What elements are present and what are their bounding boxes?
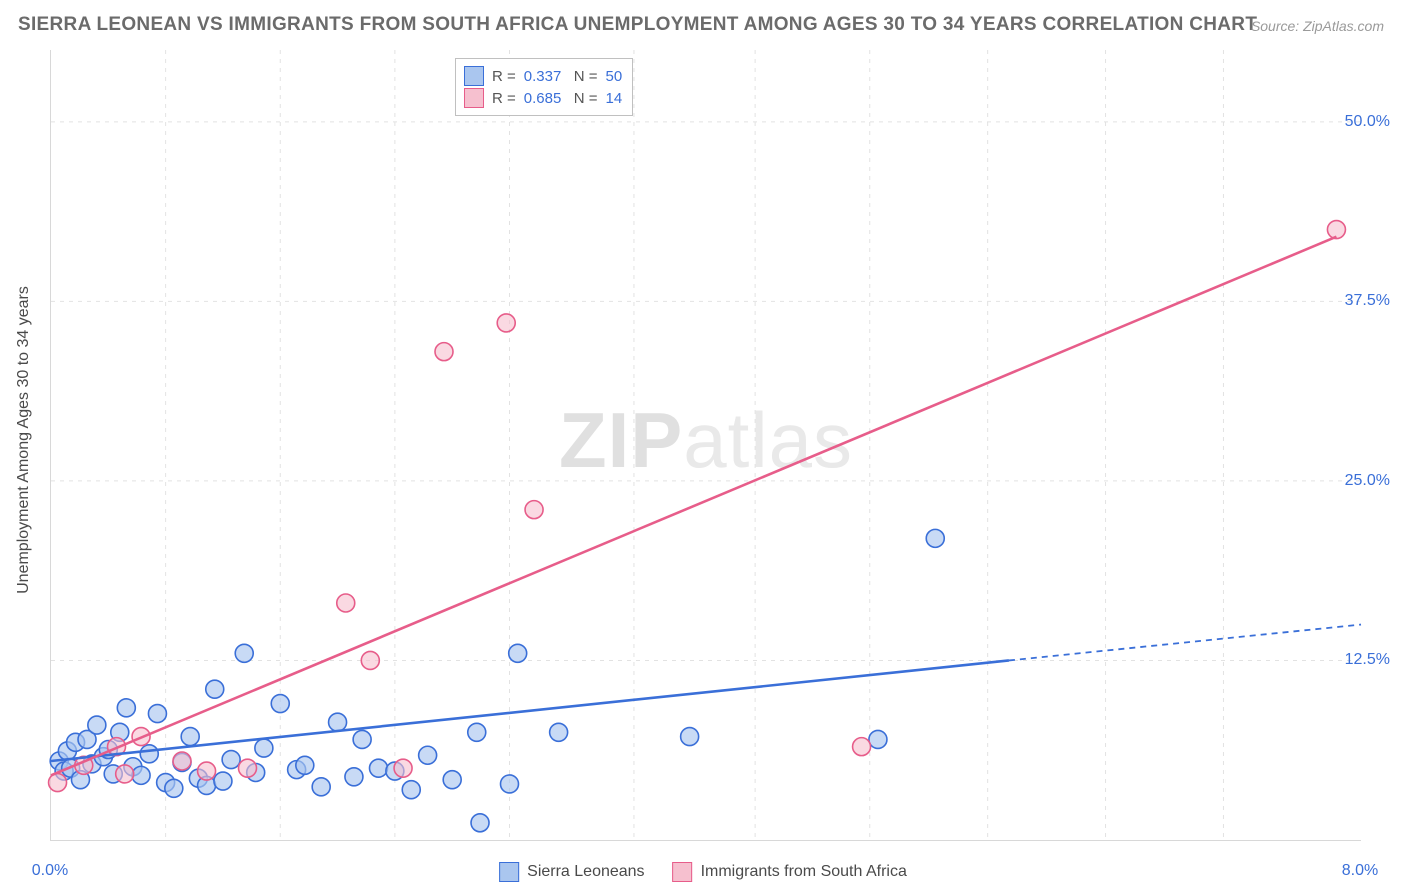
- stat-n-label: N =: [574, 68, 598, 85]
- legend-swatch-pink: [673, 862, 693, 882]
- source-attribution: Source: ZipAtlas.com: [1251, 18, 1384, 34]
- y-tick-label: 25.0%: [1345, 472, 1390, 490]
- plot-area: ZIPatlas: [50, 50, 1361, 841]
- legend-label-pink: Immigrants from South Africa: [701, 863, 907, 881]
- legend-item: Sierra Leoneans: [499, 862, 644, 882]
- x-tick-label: 8.0%: [1342, 862, 1378, 880]
- y-tick-label: 37.5%: [1345, 292, 1390, 310]
- stat-r-value-blue: 0.337: [524, 68, 566, 85]
- legend-swatch-blue: [499, 862, 519, 882]
- chart-title: SIERRA LEONEAN VS IMMIGRANTS FROM SOUTH …: [18, 14, 1257, 36]
- stat-n-label: N =: [574, 90, 598, 107]
- stat-n-value-blue: 50: [606, 68, 623, 85]
- legend-swatch-pink: [464, 88, 484, 108]
- stat-n-value-pink: 14: [606, 90, 623, 107]
- x-tick-label: 0.0%: [32, 862, 68, 880]
- legend-item: Immigrants from South Africa: [673, 862, 907, 882]
- y-tick-label: 12.5%: [1345, 651, 1390, 669]
- stat-r-label: R =: [492, 90, 516, 107]
- stat-r-value-pink: 0.685: [524, 90, 566, 107]
- stat-legend-box: R = 0.337 N = 50 R = 0.685 N = 14: [455, 58, 633, 116]
- chart-svg: [51, 50, 1361, 840]
- stat-legend-row: R = 0.337 N = 50: [464, 65, 622, 87]
- chart-container: SIERRA LEONEAN VS IMMIGRANTS FROM SOUTH …: [0, 0, 1406, 892]
- stat-r-label: R =: [492, 68, 516, 85]
- stat-legend-row: R = 0.685 N = 14: [464, 87, 622, 109]
- y-tick-label: 50.0%: [1345, 113, 1390, 131]
- bottom-legend: Sierra Leoneans Immigrants from South Af…: [499, 862, 907, 882]
- legend-label-blue: Sierra Leoneans: [527, 863, 644, 881]
- y-axis-label: Unemployment Among Ages 30 to 34 years: [15, 286, 33, 594]
- legend-swatch-blue: [464, 66, 484, 86]
